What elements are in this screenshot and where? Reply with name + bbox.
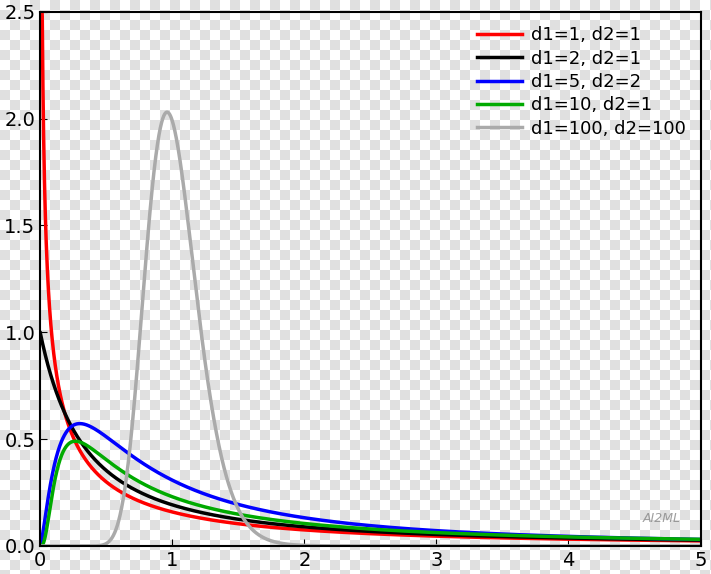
d1=5, d2=2 <box>151 467 159 474</box>
d1=100, d2=100 <box>151 161 159 168</box>
d1=100, d2=100 <box>36 542 45 549</box>
d1=100, d2=100 <box>696 542 705 549</box>
Line: d1=5, d2=2: d1=5, d2=2 <box>41 424 700 546</box>
Line: d1=2, d2=1: d1=2, d2=1 <box>41 333 700 540</box>
d1=5, d2=2 <box>683 536 692 542</box>
Line: d1=100, d2=100: d1=100, d2=100 <box>41 112 700 546</box>
d1=5, d2=2 <box>696 536 705 543</box>
d1=10, d2=1 <box>151 486 159 493</box>
d1=5, d2=2 <box>289 513 298 519</box>
d1=2, d2=1 <box>36 329 45 336</box>
d1=2, d2=1 <box>112 474 120 481</box>
d1=5, d2=2 <box>318 517 326 523</box>
d1=10, d2=1 <box>289 519 298 526</box>
Text: AI2ML: AI2ML <box>643 511 680 525</box>
d1=1, d2=1 <box>36 8 45 15</box>
d1=2, d2=1 <box>612 536 621 542</box>
d1=1, d2=1 <box>318 528 326 534</box>
d1=100, d2=100 <box>318 542 326 549</box>
d1=5, d2=2 <box>112 440 120 447</box>
d1=100, d2=100 <box>163 108 171 115</box>
d1=10, d2=1 <box>318 522 326 529</box>
d1=10, d2=1 <box>696 536 705 543</box>
d1=5, d2=2 <box>612 534 621 541</box>
d1=10, d2=1 <box>612 534 621 541</box>
d1=1, d2=1 <box>612 537 621 544</box>
d1=100, d2=100 <box>289 541 298 548</box>
Line: d1=1, d2=1: d1=1, d2=1 <box>41 11 700 541</box>
d1=2, d2=1 <box>151 495 159 502</box>
d1=100, d2=100 <box>112 527 120 534</box>
d1=100, d2=100 <box>612 542 621 549</box>
Legend: d1=1, d2=1, d1=2, d2=1, d1=5, d2=2, d1=10, d2=1, d1=100, d2=100: d1=1, d2=1, d1=2, d2=1, d1=5, d2=2, d1=1… <box>471 21 692 143</box>
d1=1, d2=1 <box>683 537 692 544</box>
d1=5, d2=2 <box>36 542 45 549</box>
d1=10, d2=1 <box>683 536 692 542</box>
Line: d1=10, d2=1: d1=10, d2=1 <box>41 441 700 546</box>
d1=2, d2=1 <box>696 537 705 544</box>
d1=10, d2=1 <box>36 542 45 549</box>
d1=10, d2=1 <box>112 463 120 470</box>
d1=1, d2=1 <box>112 485 120 492</box>
d1=1, d2=1 <box>151 503 159 510</box>
d1=100, d2=100 <box>683 542 692 549</box>
d1=1, d2=1 <box>289 526 298 533</box>
d1=5, d2=2 <box>75 420 84 427</box>
d1=2, d2=1 <box>289 522 298 529</box>
d1=2, d2=1 <box>318 525 326 532</box>
d1=1, d2=1 <box>696 537 705 544</box>
d1=2, d2=1 <box>683 537 692 544</box>
d1=10, d2=1 <box>71 438 80 445</box>
